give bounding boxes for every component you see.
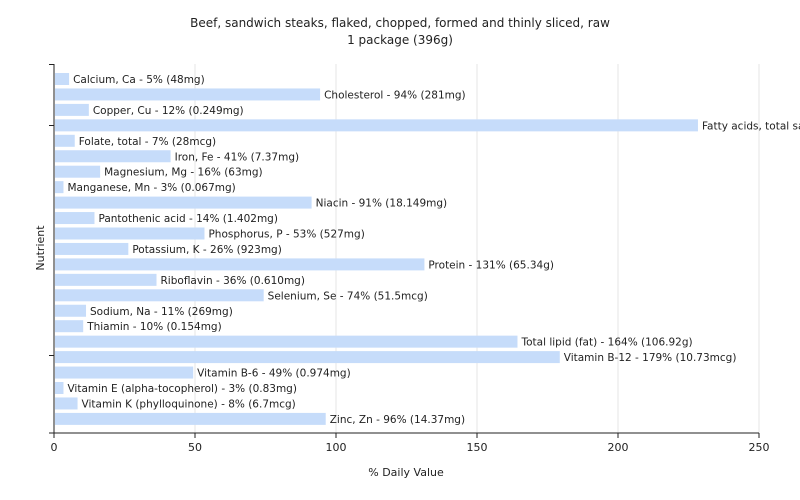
bar [55, 212, 95, 225]
bar-label: Vitamin B-12 - 179% (10.73mcg) [564, 352, 737, 364]
bar-label: Calcium, Ca - 5% (48mg) [73, 74, 205, 86]
axes-group: 0 50 100 150 200 250 [49, 64, 770, 454]
bar [55, 227, 205, 240]
bar [55, 273, 157, 286]
bar-label: Folate, total - 7% (28mcg) [79, 136, 216, 148]
bar [55, 258, 425, 271]
bar-label: Zinc, Zn - 96% (14.37mg) [330, 414, 465, 426]
x-tick-label: 0 [51, 441, 58, 454]
chart-subtitle: 1 package (396g) [347, 33, 453, 47]
bar [55, 196, 312, 209]
bar-label: Vitamin E (alpha-tocopherol) - 3% (0.83m… [67, 383, 297, 395]
bar [55, 103, 89, 116]
bar [55, 181, 64, 194]
bar [55, 304, 87, 317]
bar-label: Sodium, Na - 11% (269mg) [90, 306, 233, 318]
bar [55, 165, 101, 178]
x-tick-label: 250 [749, 441, 770, 454]
bar-label: Selenium, Se - 74% (51.5mcg) [268, 290, 428, 302]
bar [55, 134, 75, 147]
bar-label: Fatty acids, total saturated - 228% (45.… [702, 120, 800, 132]
bar-label: Cholesterol - 94% (281mg) [324, 89, 466, 101]
bar [55, 150, 171, 163]
bar [55, 289, 264, 302]
x-axis-label: % Daily Value [368, 466, 444, 479]
bar-label: Niacin - 91% (18.149mg) [316, 198, 448, 210]
bars-group: Calcium, Ca - 5% (48mg) Cholesterol - 94%… [55, 73, 800, 426]
bar [55, 320, 84, 333]
bar [55, 335, 518, 348]
x-tick-label: 100 [326, 441, 347, 454]
bar-label: Vitamin B-6 - 49% (0.974mg) [197, 368, 351, 380]
bar [55, 88, 321, 101]
y-axis-label: Nutrient [34, 225, 47, 271]
bar-label: Phosphorus, P - 53% (527mg) [208, 229, 364, 241]
bar [55, 382, 64, 394]
bar-label: Iron, Fe - 41% (7.37mg) [175, 151, 299, 163]
bar-label: Pantothenic acid - 14% (1.402mg) [98, 213, 277, 225]
bar [55, 366, 194, 379]
bar [55, 351, 560, 364]
bar-label: Magnesium, Mg - 16% (63mg) [104, 167, 263, 179]
bar-label: Vitamin K (phylloquinone) - 8% (6.7mcg) [82, 398, 296, 410]
x-tick-label: 150 [467, 441, 488, 454]
bar-label: Total lipid (fat) - 164% (106.92g) [520, 337, 692, 349]
bar-label: Copper, Cu - 12% (0.249mg) [93, 105, 244, 117]
bar [55, 73, 70, 85]
bar-label: Riboflavin - 36% (0.610mg) [161, 275, 305, 287]
bar [55, 242, 129, 255]
bar-label: Protein - 131% (65.34g) [428, 259, 554, 271]
x-tick-label: 200 [608, 441, 629, 454]
bar [55, 412, 326, 425]
bar [55, 397, 78, 410]
bar [55, 119, 698, 132]
chart-title: Beef, sandwich steaks, flaked, chopped, … [190, 16, 610, 30]
bar-label: Potassium, K - 26% (923mg) [132, 244, 282, 256]
x-tick-label: 50 [188, 441, 202, 454]
bar-label: Thiamin - 10% (0.154mg) [86, 321, 222, 333]
bar-label: Manganese, Mn - 3% (0.067mg) [67, 182, 235, 194]
